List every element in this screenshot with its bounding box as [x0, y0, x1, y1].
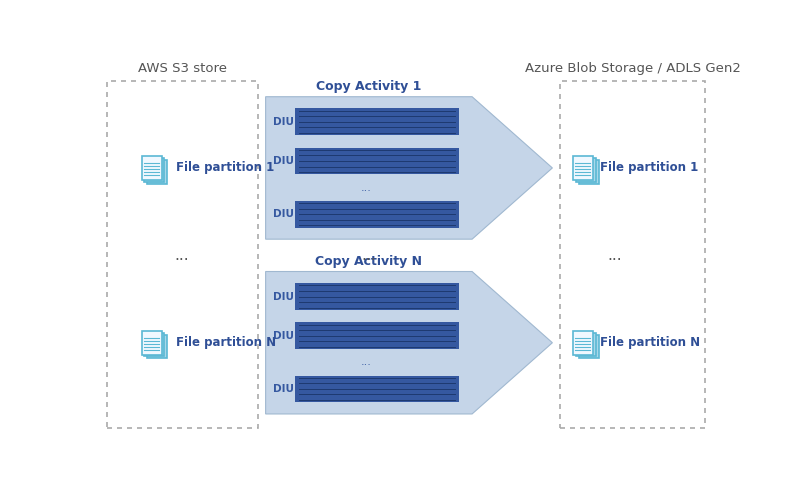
- Text: File partition N: File partition N: [177, 336, 276, 349]
- Bar: [295, 147, 459, 174]
- Text: ...: ...: [361, 183, 371, 193]
- Polygon shape: [265, 271, 552, 414]
- Bar: [576, 333, 596, 357]
- Bar: [295, 375, 459, 402]
- Text: DIU: DIU: [272, 209, 294, 219]
- Text: ...: ...: [361, 248, 376, 263]
- Bar: [147, 335, 167, 359]
- Text: File partition 1: File partition 1: [177, 161, 275, 174]
- Text: ...: ...: [361, 358, 371, 368]
- Text: Azure Blob Storage / ADLS Gen2: Azure Blob Storage / ADLS Gen2: [524, 62, 741, 75]
- Text: ...: ...: [607, 248, 622, 263]
- Text: File partition N: File partition N: [600, 336, 701, 349]
- Bar: [268, 103, 463, 233]
- Polygon shape: [265, 97, 552, 239]
- Text: DIU: DIU: [272, 117, 294, 127]
- Bar: [142, 156, 162, 180]
- Bar: [295, 201, 459, 228]
- Text: DIU: DIU: [272, 156, 294, 166]
- Bar: [144, 158, 164, 182]
- Bar: [560, 81, 705, 428]
- Bar: [573, 331, 593, 355]
- Text: AWS S3 store: AWS S3 store: [138, 62, 227, 75]
- Text: Copy Activity 1: Copy Activity 1: [316, 80, 421, 93]
- Text: DIU: DIU: [272, 331, 294, 341]
- Text: File partition 1: File partition 1: [600, 161, 699, 174]
- Bar: [147, 160, 167, 184]
- Bar: [295, 283, 459, 310]
- Bar: [295, 322, 459, 349]
- Bar: [576, 158, 596, 182]
- Bar: [144, 333, 164, 357]
- Bar: [142, 331, 162, 355]
- Bar: [268, 278, 463, 408]
- Text: DIU: DIU: [272, 291, 294, 301]
- Text: Copy Activity N: Copy Activity N: [315, 254, 422, 267]
- Bar: [107, 81, 258, 428]
- Bar: [579, 335, 599, 359]
- Bar: [573, 156, 593, 180]
- Text: DIU: DIU: [272, 384, 294, 394]
- Bar: [579, 160, 599, 184]
- Text: ...: ...: [174, 248, 189, 263]
- Bar: [295, 109, 459, 135]
